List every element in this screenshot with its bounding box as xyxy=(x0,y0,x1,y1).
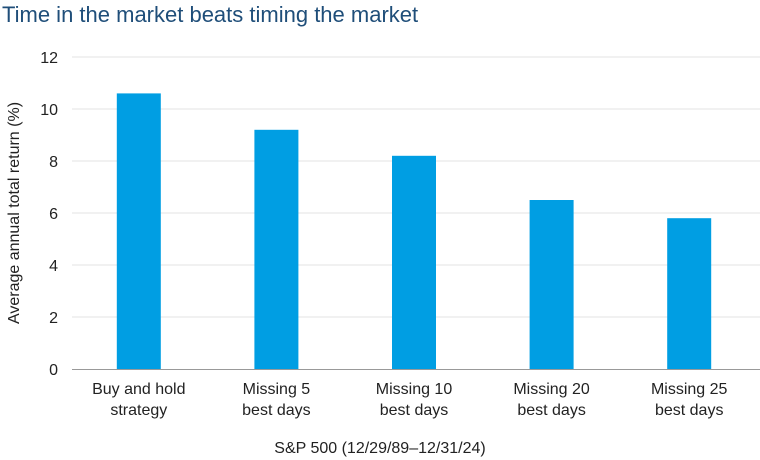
bar-5 xyxy=(667,218,712,369)
y-tick-label: 8 xyxy=(49,154,58,171)
x-category-label: Buy and hold xyxy=(92,381,185,398)
x-category-label: Missing 10 xyxy=(376,381,453,398)
bars xyxy=(116,93,712,370)
y-tick-label: 2 xyxy=(49,310,58,327)
x-category-label: best days xyxy=(655,402,723,419)
x-axis-title: S&P 500 (12/29/89–12/31/24) xyxy=(274,440,485,457)
bar-1 xyxy=(116,93,161,370)
y-tick-label: 6 xyxy=(49,206,58,223)
x-category-label: best days xyxy=(517,402,585,419)
x-category-label: Missing 20 xyxy=(513,381,590,398)
x-category-label: best days xyxy=(242,402,310,419)
x-category-label: Missing 5 xyxy=(243,381,311,398)
x-category-label: Missing 25 xyxy=(651,381,728,398)
bar-3 xyxy=(392,155,436,369)
chart-title: Time in the market beats timing the mark… xyxy=(2,2,419,27)
y-tick-label: 4 xyxy=(49,258,58,275)
x-category-label: strategy xyxy=(110,402,167,419)
y-tick-label: 0 xyxy=(49,362,58,379)
y-axis-title: Average annual total return (%) xyxy=(6,102,23,324)
y-tick-label: 10 xyxy=(40,102,58,119)
bar-2 xyxy=(254,129,299,369)
y-tick-label: 12 xyxy=(40,50,58,67)
bar-4 xyxy=(529,200,574,369)
x-category-label: best days xyxy=(380,402,448,419)
labels: 0 2 4 6 8 10 12 Buy and hold strategy Missing 5 be… xyxy=(6,50,728,457)
